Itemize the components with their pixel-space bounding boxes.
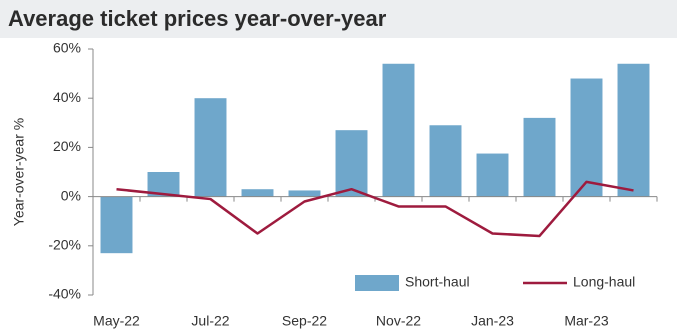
y-tick-label: 40%	[53, 89, 81, 105]
title-band	[0, 0, 677, 38]
legend-label: Short-haul	[405, 274, 470, 290]
y-tick-label: 20%	[53, 138, 81, 154]
x-tick-label: Jan-23	[471, 313, 514, 329]
line	[116, 180, 634, 238]
y-axis-label: Year-over-year %	[11, 118, 27, 226]
bar	[617, 63, 650, 197]
y-tick-label: -20%	[48, 237, 81, 253]
bar	[241, 189, 274, 197]
x-tick-label: May-22	[93, 313, 140, 329]
x-tick-label: Nov-22	[376, 313, 421, 329]
x-tick-label: Jul-22	[191, 313, 229, 329]
bar	[429, 125, 462, 197]
y-tick-label: 0%	[61, 187, 81, 203]
bar	[194, 98, 227, 197]
x-tick-label: Mar-23	[564, 313, 609, 329]
y-tick-label: 60%	[53, 40, 81, 56]
bar	[476, 153, 509, 197]
bar	[570, 78, 603, 197]
chart-title: Average ticket prices year-over-year	[8, 6, 387, 31]
bar	[523, 117, 556, 197]
x-tick-label: Sep-22	[282, 313, 327, 329]
legend-swatch	[355, 275, 399, 291]
bar	[382, 63, 415, 197]
bar	[288, 190, 321, 197]
y-tick-label: -40%	[48, 286, 81, 302]
legend-label: Long-haul	[573, 274, 635, 290]
bar	[335, 130, 368, 197]
bar	[100, 196, 133, 254]
